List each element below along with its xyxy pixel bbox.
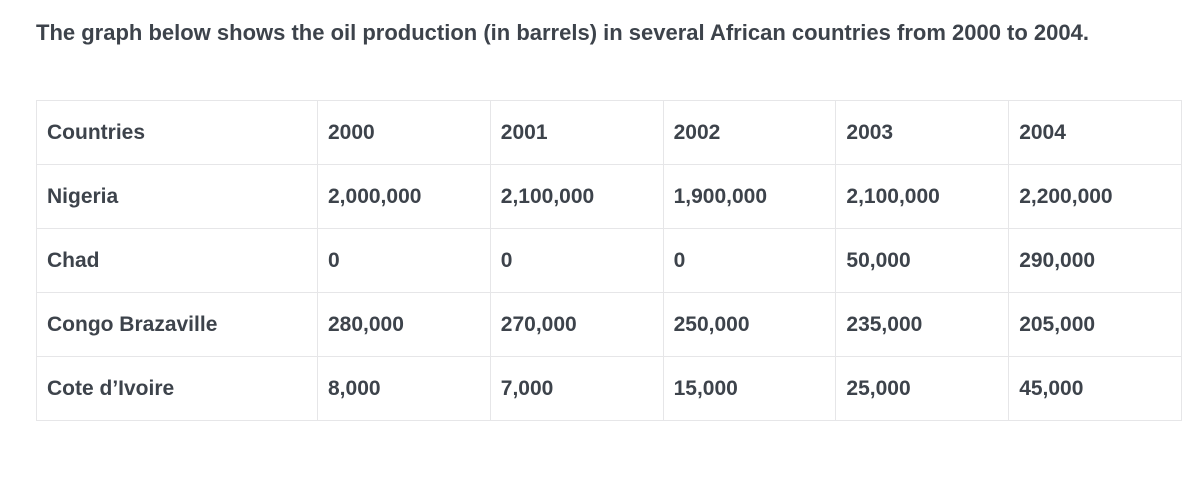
column-header-2004: 2004: [1008, 100, 1182, 165]
value-cell: 0: [489, 228, 664, 293]
task-description: The graph below shows the oil production…: [36, 20, 1089, 45]
table-row: Congo Brazaville 280,000 270,000 250,000…: [36, 292, 1182, 357]
value-cell: 2,000,000: [317, 164, 491, 229]
value-cell: 290,000: [1008, 228, 1182, 293]
column-header-2002: 2002: [662, 100, 837, 165]
value-cell: 8,000: [317, 356, 491, 421]
value-cell: 270,000: [489, 292, 664, 357]
value-cell: 0: [317, 228, 491, 293]
value-cell: 205,000: [1008, 292, 1182, 357]
table-row: Chad 0 0 0 50,000 290,000: [36, 228, 1182, 293]
table-row: Nigeria 2,000,000 2,100,000 1,900,000 2,…: [36, 164, 1182, 229]
oil-production-table: Countries 2000 2001 2002 2003 2004 Niger…: [36, 100, 1182, 421]
value-cell: 45,000: [1008, 356, 1182, 421]
table-header-row: Countries 2000 2001 2002 2003 2004: [36, 100, 1182, 165]
page: The graph below shows the oil production…: [36, 20, 1182, 421]
value-cell: 15,000: [662, 356, 837, 421]
value-cell: 235,000: [835, 292, 1010, 357]
value-cell: 2,100,000: [489, 164, 664, 229]
country-cell: Congo Brazaville: [36, 292, 318, 357]
country-cell: Nigeria: [36, 164, 318, 229]
value-cell: 250,000: [662, 292, 837, 357]
table-row: Cote d’Ivoire 8,000 7,000 15,000 25,000 …: [36, 356, 1182, 421]
value-cell: 7,000: [489, 356, 664, 421]
value-cell: 2,200,000: [1008, 164, 1182, 229]
value-cell: 50,000: [835, 228, 1010, 293]
column-header-2001: 2001: [489, 100, 664, 165]
value-cell: 25,000: [835, 356, 1010, 421]
column-header-countries: Countries: [36, 100, 318, 165]
value-cell: 0: [662, 228, 837, 293]
country-cell: Cote d’Ivoire: [36, 356, 318, 421]
column-header-2003: 2003: [835, 100, 1010, 165]
value-cell: 1,900,000: [662, 164, 837, 229]
column-header-2000: 2000: [317, 100, 491, 165]
country-cell: Chad: [36, 228, 318, 293]
value-cell: 280,000: [317, 292, 491, 357]
value-cell: 2,100,000: [835, 164, 1010, 229]
